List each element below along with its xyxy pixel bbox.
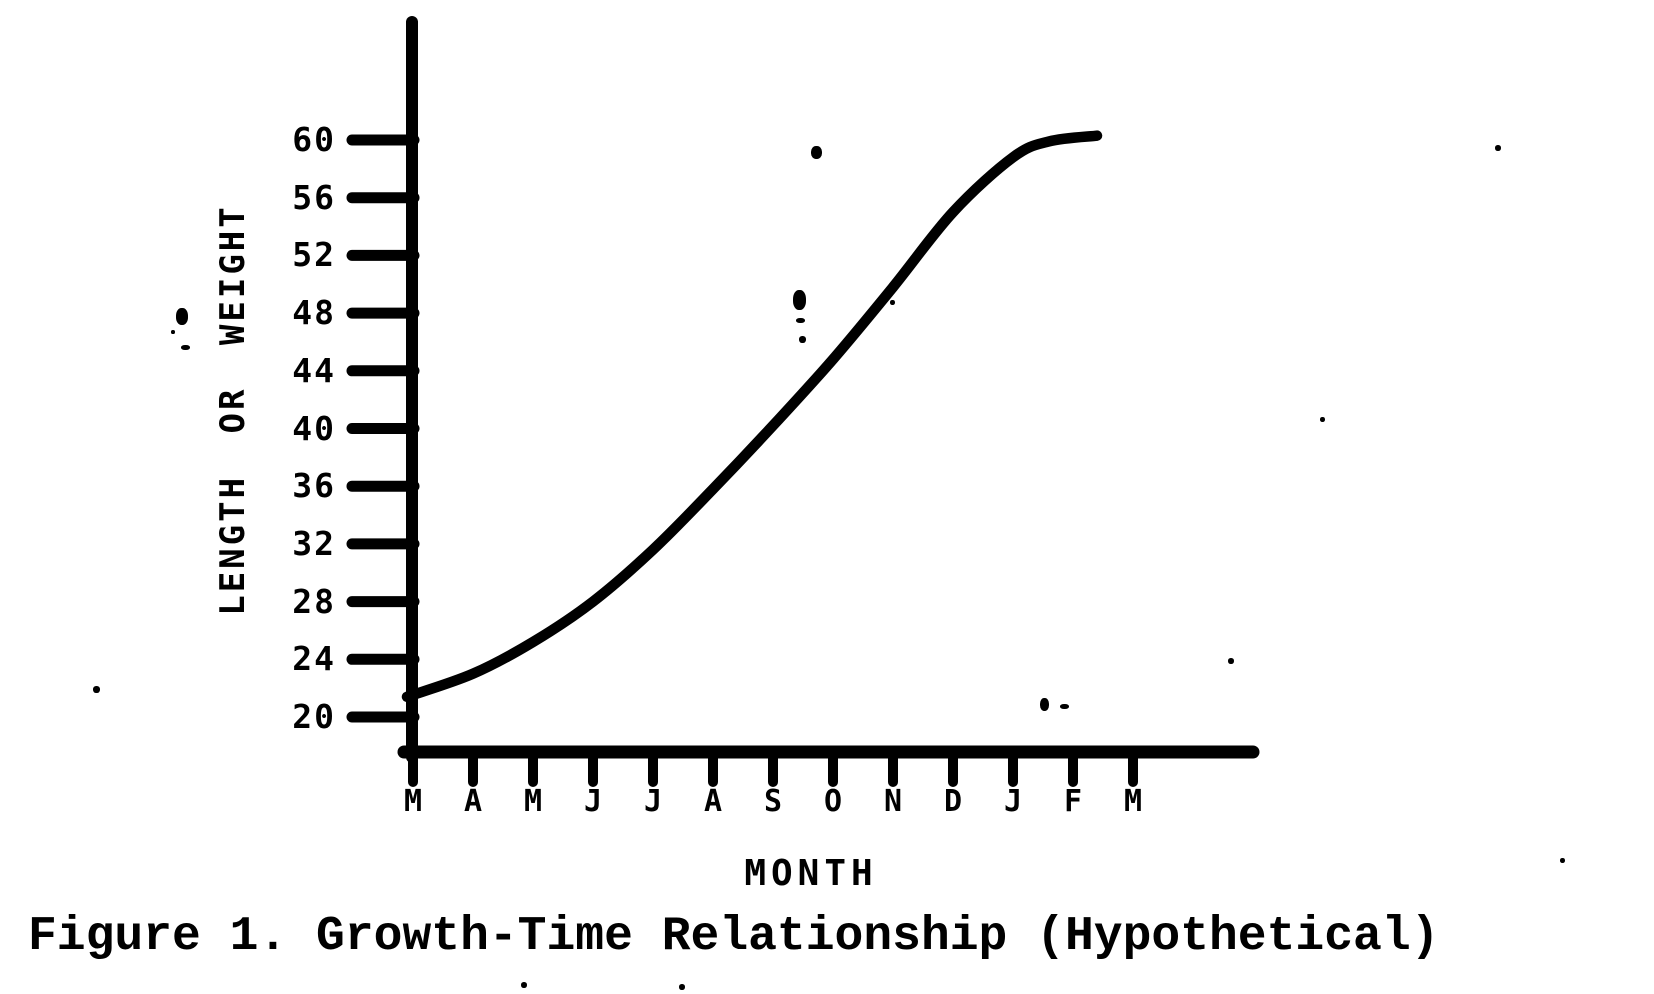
- x-tick-label: M: [523, 784, 543, 819]
- scan-speck: [679, 984, 685, 990]
- y-tick-label: 44: [292, 350, 336, 390]
- y-tick-label: 20: [292, 697, 336, 736]
- x-tick-label: D: [943, 784, 963, 819]
- x-tick-label: A: [703, 784, 723, 819]
- y-tick-label: 40: [292, 408, 336, 448]
- y-tick-label: 32: [292, 523, 336, 563]
- figure-caption: Figure 1. Growth-Time Relationship (Hypo…: [28, 910, 1440, 964]
- y-tick-label: 56: [292, 177, 336, 217]
- growth-curve: [401, 130, 1103, 703]
- x-tick-label: A: [463, 784, 483, 819]
- x-tick-label: J: [1003, 784, 1023, 819]
- x-tick-label: O: [823, 784, 843, 819]
- scan-speck: [1560, 858, 1565, 863]
- scan-speck: [181, 345, 190, 350]
- scan-speck: [793, 290, 806, 310]
- scan-speck: [811, 146, 822, 159]
- x-tick-label: S: [763, 784, 783, 819]
- scan-speck: [1060, 704, 1069, 709]
- y-tick-label: 60: [292, 120, 336, 159]
- scan-speck: [171, 330, 175, 334]
- x-axis-title: MONTH: [744, 853, 878, 894]
- x-tick-label: M: [1123, 784, 1143, 819]
- scan-speck: [521, 982, 527, 988]
- x-tick-label: F: [1063, 784, 1083, 819]
- scan-speck: [799, 336, 806, 343]
- x-tick-label: J: [583, 784, 603, 819]
- y-tick-label: 36: [292, 466, 336, 506]
- scan-speck: [1495, 145, 1501, 151]
- y-tick-label: 28: [292, 581, 336, 621]
- x-tick-label: M: [403, 784, 423, 819]
- scan-speck: [796, 318, 805, 323]
- y-axis-title: LENGTH OR WEIGHT: [213, 204, 253, 616]
- x-tick-label: J: [643, 784, 663, 819]
- scan-speck: [93, 686, 100, 693]
- scan-speck: [1228, 658, 1234, 664]
- scan-speck: [890, 300, 895, 305]
- y-tick-label: 48: [292, 293, 336, 333]
- scan-speck: [176, 308, 188, 325]
- y-tick-label: 24: [292, 639, 336, 679]
- scan-speck: [1040, 698, 1049, 711]
- x-tick-label: N: [883, 784, 903, 819]
- y-tick-label: 52: [292, 235, 336, 275]
- scan-speck: [1320, 417, 1325, 422]
